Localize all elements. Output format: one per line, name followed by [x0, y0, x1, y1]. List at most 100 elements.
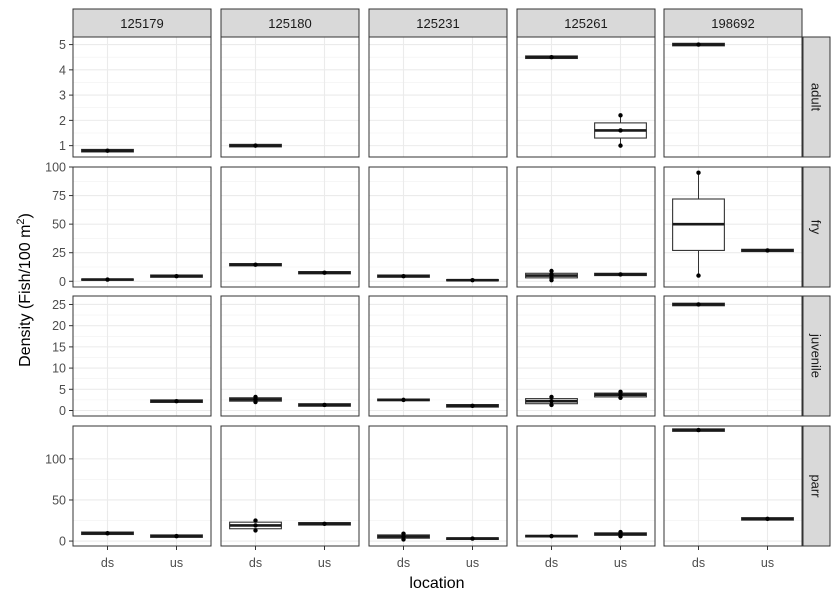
data-point — [696, 170, 701, 175]
data-point — [549, 533, 554, 539]
boxplot-ds — [672, 427, 725, 433]
data-point — [401, 531, 406, 536]
y-tick-label: 0 — [59, 404, 66, 418]
data-point — [549, 272, 554, 277]
data-point — [549, 268, 554, 274]
facet-strip-top-label: 125231 — [416, 16, 459, 31]
panel-border — [72, 166, 212, 288]
boxplot-ds — [525, 55, 578, 60]
data-point — [765, 516, 770, 522]
panel-background — [369, 296, 507, 416]
facet-strip-top — [368, 8, 508, 38]
y-axis-title-close: ) — [17, 213, 34, 218]
boxplot-us — [741, 248, 794, 253]
facet-panel — [368, 295, 508, 417]
x-tick-label: us — [761, 556, 774, 570]
facet-panel — [663, 425, 803, 547]
boxplot-us — [298, 402, 351, 408]
y-tick-label: 10 — [52, 362, 66, 376]
y-tick-label: 75 — [52, 189, 66, 203]
y-tick-label: 50 — [52, 218, 66, 232]
data-point — [401, 397, 406, 403]
boxplot-us — [446, 403, 499, 409]
y-tick-label: 100 — [45, 161, 66, 175]
data-point — [696, 427, 701, 433]
panel-border — [368, 36, 508, 158]
boxplot-us — [594, 529, 647, 539]
panel-border — [663, 425, 803, 547]
data-point — [322, 521, 327, 527]
panel-background — [517, 426, 655, 546]
panel-border — [516, 166, 656, 288]
data-point — [618, 143, 623, 148]
panel-border — [663, 166, 803, 288]
y-tick-label: 0 — [59, 275, 66, 289]
y-tick-label: 2 — [59, 114, 66, 128]
y-tick-label: 100 — [45, 452, 66, 466]
boxplot-ds — [377, 397, 430, 403]
y-tick-label: 20 — [52, 319, 66, 333]
facet-strip-right-label: parr — [809, 474, 824, 498]
x-tick-label: ds — [101, 556, 114, 570]
facet-strip-top-label: 125261 — [564, 16, 607, 31]
facet-strip-top-label: 125179 — [120, 16, 163, 31]
panel-background — [664, 37, 802, 157]
facet-strip-right-label: adult — [809, 83, 824, 112]
data-point — [401, 273, 406, 279]
facet-strip-top — [72, 8, 212, 38]
panel-background — [221, 37, 359, 157]
panel-border — [368, 295, 508, 417]
data-point — [470, 536, 475, 541]
boxplot-ds — [81, 277, 134, 282]
data-point — [618, 272, 623, 277]
facet-panel — [368, 36, 508, 158]
panel-background — [73, 296, 211, 416]
panel-border — [516, 295, 656, 417]
data-point — [174, 273, 179, 279]
boxplot-ds — [377, 273, 430, 279]
boxplot-ds — [229, 394, 282, 405]
facet-panel — [72, 36, 212, 158]
x-tick-label: us — [614, 556, 627, 570]
panel-border — [368, 166, 508, 288]
y-tick-label: 25 — [52, 246, 66, 260]
panel-border — [663, 295, 803, 417]
y-tick-label: 5 — [59, 38, 66, 52]
data-point — [696, 42, 701, 47]
facet-panel — [220, 36, 360, 158]
panel-background — [664, 426, 802, 546]
boxplot-us — [298, 521, 351, 527]
panel-border — [516, 425, 656, 547]
facet-strip-right-label: juvenile — [809, 333, 824, 378]
data-point — [322, 270, 327, 275]
x-axis-title: location — [409, 575, 464, 592]
data-point — [105, 531, 110, 536]
boxplot-ds — [229, 518, 282, 533]
panel-background — [221, 167, 359, 287]
y-tick-label: 3 — [59, 89, 66, 103]
boxplot-ds — [377, 531, 430, 542]
x-tick-label: ds — [692, 556, 705, 570]
boxplot-us — [150, 398, 203, 404]
x-tick-label: ds — [397, 556, 410, 570]
data-point — [253, 394, 258, 400]
panel-background — [517, 37, 655, 157]
panel-background — [517, 167, 655, 287]
y-tick-label: 1 — [59, 139, 66, 153]
data-point — [105, 277, 110, 282]
facet-panel — [72, 295, 212, 417]
facet-panel — [368, 166, 508, 288]
boxplot-us — [594, 113, 647, 148]
boxplot-us — [446, 277, 499, 283]
facet-panel — [516, 36, 656, 158]
panel-background — [73, 426, 211, 546]
y-tick-label: 25 — [52, 298, 66, 312]
data-point — [253, 528, 258, 533]
boxplot-ds — [672, 302, 725, 307]
boxplot-ds — [81, 531, 134, 536]
y-axis-title: Density (Fish/100 m2) — [15, 213, 34, 367]
facet-strip-top-label: 198692 — [711, 16, 754, 31]
boxplot-us — [298, 270, 351, 275]
facet-strip-right — [802, 425, 831, 547]
panel-border — [220, 425, 360, 547]
